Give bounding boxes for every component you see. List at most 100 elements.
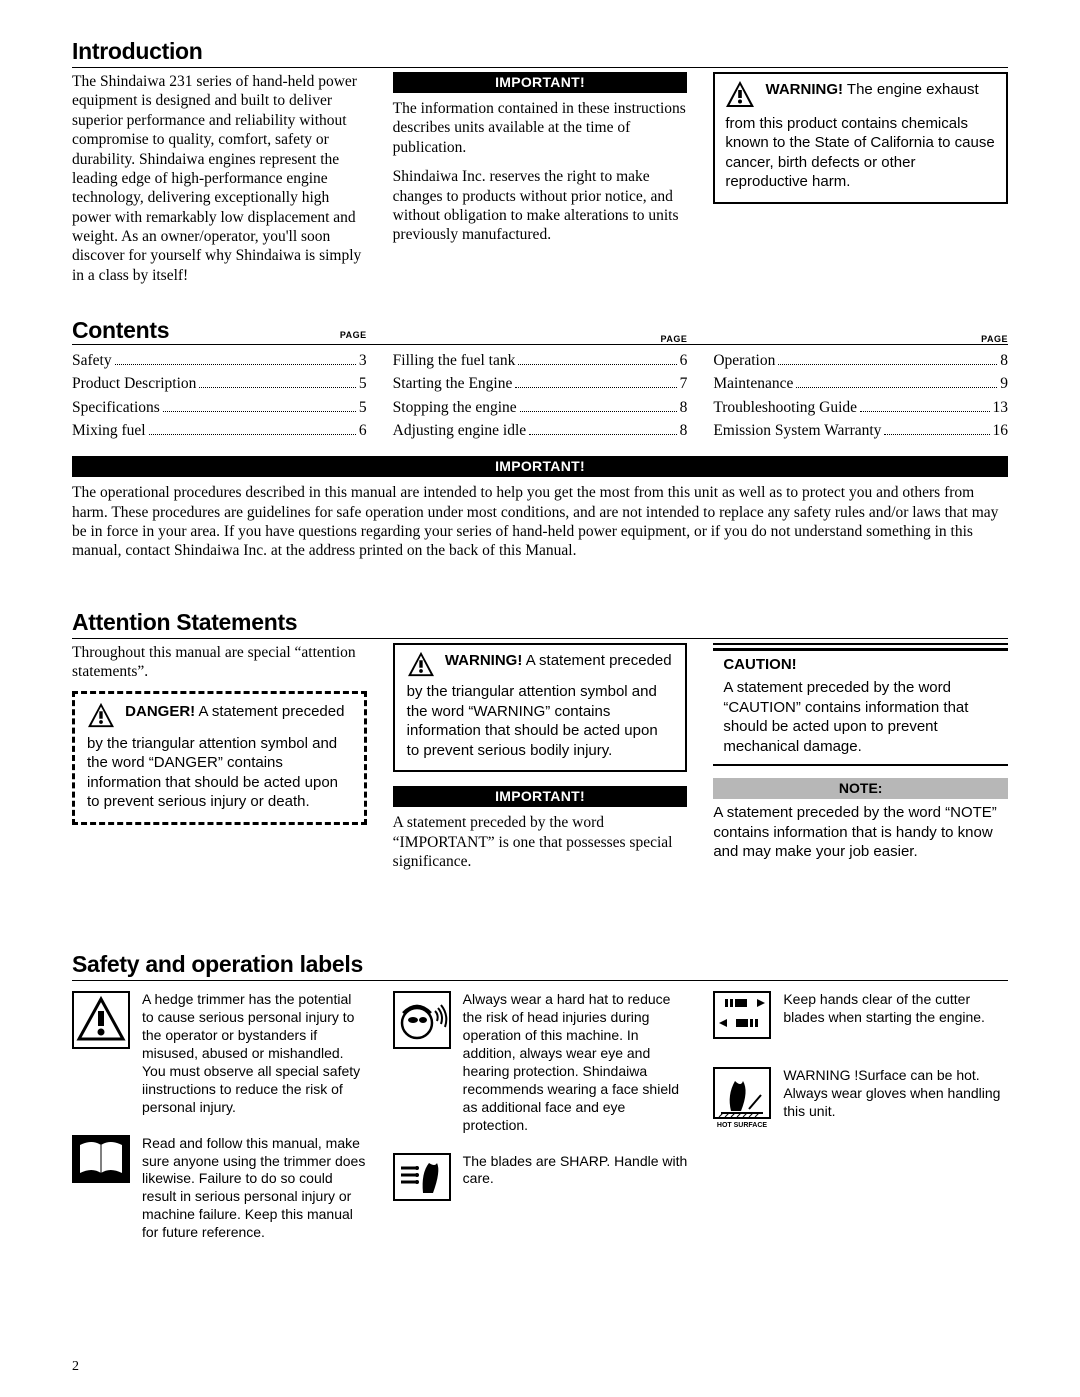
important-heading: IMPORTANT! [393, 72, 688, 93]
toc-page: 6 [680, 349, 688, 372]
divider [713, 764, 1008, 766]
danger-triangle-icon [87, 702, 115, 734]
hot-surface-icon: HOT SURFACE [713, 1067, 771, 1125]
safety-label-text: Keep hands clear of the cutter blades wh… [783, 991, 1008, 1049]
toc-row: Specifications5 [72, 396, 367, 419]
warning-triangle-icon [725, 80, 755, 114]
toc-page: 8 [680, 419, 688, 442]
toc-title: Starting the Engine [393, 372, 513, 395]
toc-row: Starting the Engine 7 [393, 372, 688, 395]
toc-page: 7 [680, 372, 688, 395]
toc-page: 8 [680, 396, 688, 419]
warning-col: WARNING! The engine exhaust from this pr… [713, 72, 1008, 295]
toc-dots [860, 411, 990, 412]
toc-title: Stopping the engine [393, 396, 517, 419]
safety-heading: Safety and operation labels [72, 951, 1008, 978]
toc-col-2: Filling the fuel tank6Starting the Engin… [393, 349, 688, 442]
toc-page: 6 [359, 419, 367, 442]
toc-title: Mixing fuel [72, 419, 146, 442]
important-wide-body: The operational procedures described in … [72, 483, 1008, 561]
toc-title: Product Description [72, 372, 196, 395]
toc-page: 16 [993, 419, 1009, 442]
divider [72, 638, 1008, 639]
warning-triangle-icon [407, 651, 435, 683]
page-label: PAGE [661, 334, 688, 344]
toc-page: 5 [359, 372, 367, 395]
manual-icon [72, 1135, 130, 1193]
hardhat-goggles-icon [393, 991, 451, 1049]
toc-page: 13 [993, 396, 1009, 419]
toc-page: 3 [359, 349, 367, 372]
toc-dots [884, 434, 989, 435]
page-label: PAGE [981, 334, 1008, 344]
safety-label-text: Read and follow this manual, make sure a… [142, 1135, 367, 1242]
toc-dots [796, 387, 997, 388]
safety-label-item: A hedge trimmer has the potential to cau… [72, 991, 367, 1116]
danger-box: DANGER! A statement preceded by the tria… [72, 691, 367, 825]
note-heading: NOTE: [713, 778, 1008, 799]
toc-page: 9 [1000, 372, 1008, 395]
toc-row: Filling the fuel tank 6 [393, 349, 688, 372]
caution-box: CAUTION! A statement preceded by the wor… [713, 655, 1008, 765]
toc-row: Emission System Warranty 16 [713, 419, 1008, 442]
warning-triangle-icon [72, 991, 130, 1049]
toc-dots [199, 387, 356, 388]
important-col: IMPORTANT! The information contained in … [393, 72, 688, 295]
toc-dots [518, 364, 676, 365]
toc-row: Adjusting engine idle 8 [393, 419, 688, 442]
safety-section: Safety and operation labels A hedge trim… [72, 951, 1008, 1260]
toc-col-3: Operation 8 Maintenance 9Troubleshooting Gu… [713, 349, 1008, 442]
toc-title: Operation [713, 349, 775, 372]
attention-section: Attention Statements Throughout this man… [72, 609, 1008, 882]
introduction-heading: Introduction [72, 38, 1008, 65]
hands-clear-icon [713, 991, 771, 1049]
important-p2: Shindaiwa Inc. reserves the right to mak… [393, 167, 688, 245]
toc-title: Maintenance [713, 372, 793, 395]
toc-dots [149, 434, 356, 435]
safety-label-text: WARNING !Surface can be hot. Always wear… [783, 1067, 1008, 1125]
toc-page: 5 [359, 396, 367, 419]
warning-box-attn: WARNING! A statement preceded by the tri… [393, 643, 688, 773]
safety-label-text: A hedge trimmer has the potential to cau… [142, 991, 367, 1116]
page-label: PAGE [340, 330, 367, 340]
toc-row: Stopping the engine 8 [393, 396, 688, 419]
toc-col-1: Safety3Product Description 5Specification… [72, 349, 367, 442]
important-attn-heading: IMPORTANT! [393, 786, 688, 807]
important-wide-heading: IMPORTANT! [72, 456, 1008, 477]
warning-heading: WARNING! [766, 81, 844, 98]
contents-heading: Contents [72, 317, 169, 344]
toc-page: 8 [1000, 349, 1008, 372]
danger-heading: DANGER! [125, 703, 195, 720]
toc-row: Safety3 [72, 349, 367, 372]
toc-dots [778, 364, 997, 365]
safety-label-item: HOT SURFACE WARNING !Surface can be hot.… [713, 1067, 1008, 1125]
toc-dots [115, 364, 356, 365]
page-number: 2 [72, 1359, 79, 1375]
svg-text:HOT SURFACE: HOT SURFACE [717, 1122, 768, 1129]
caution-heading: CAUTION! [723, 655, 998, 675]
introduction-body-col: The Shindaiwa 231 series of hand-held po… [72, 72, 367, 295]
safety-label-text: The blades are SHARP. Handle with care. [463, 1153, 688, 1211]
warning-box: WARNING! The engine exhaust from this pr… [713, 72, 1008, 204]
toc-row: Operation 8 [713, 349, 1008, 372]
toc-title: Emission System Warranty [713, 419, 881, 442]
divider [713, 643, 1008, 651]
caution-body: A statement preceded by the word “CAUTIO… [723, 679, 968, 755]
note-body: A statement preceded by the word “NOTE” … [713, 803, 1008, 862]
safety-label-text: Always wear a hard hat to reduce the ris… [463, 991, 688, 1134]
safety-label-item: Read and follow this manual, make sure a… [72, 1135, 367, 1242]
toc-row: Troubleshooting Guide13 [713, 396, 1008, 419]
attention-intro: Throughout this manual are special “atte… [72, 643, 367, 682]
toc-title: Filling the fuel tank [393, 349, 516, 372]
toc-row: Product Description 5 [72, 372, 367, 395]
introduction-body: The Shindaiwa 231 series of hand-held po… [72, 72, 367, 285]
toc-title: Adjusting engine idle [393, 419, 526, 442]
attention-heading: Attention Statements [72, 609, 1008, 636]
contents-section: Contents PAGE PAGE PAGE Safety3Product D… [72, 317, 1008, 442]
sharp-blades-icon [393, 1153, 451, 1211]
toc-dots [163, 411, 356, 412]
toc-dots [520, 411, 677, 412]
manual-page: Introduction The Shindaiwa 231 series of… [0, 0, 1080, 1397]
toc-row: Mixing fuel 6 [72, 419, 367, 442]
warning-box-heading: WARNING! [445, 652, 523, 669]
